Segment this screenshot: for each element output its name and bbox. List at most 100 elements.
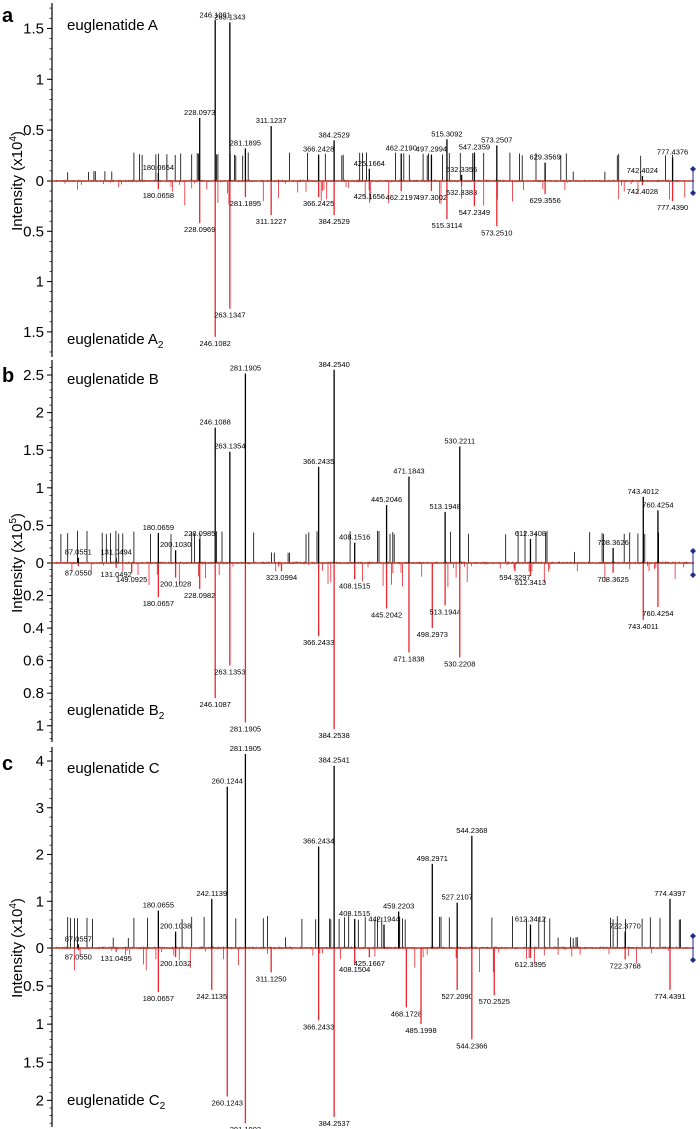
peak-top-label: 471.1843 [393, 467, 424, 476]
peak-top-label: 612.3412 [515, 915, 546, 924]
y-tick-label: 2.5 [23, 367, 44, 384]
peak-top-label: 228.0973 [184, 108, 215, 117]
y-tick-label: 0.5 [23, 223, 44, 240]
peak-top-label: 497.2994 [416, 145, 447, 154]
y-tick-label: 1.5 [23, 20, 44, 37]
peak-bottom-label: 180.0658 [143, 191, 174, 200]
peak-top-label: 462.2190 [386, 144, 417, 153]
peak-top-label: 408.1515 [339, 909, 370, 918]
peak-bottom-label: 462.2197 [386, 193, 417, 202]
peak-top-label: 544.2368 [456, 826, 487, 835]
compound-name-bottom: euglenatide A2 [67, 331, 164, 351]
peak-bottom-label: 468.1728 [391, 1009, 422, 1018]
peak-top-label: 527.2107 [442, 893, 473, 902]
y-tick-label: 0.5 [23, 122, 44, 139]
peak-top-label: 774.4397 [654, 889, 685, 898]
peak-bottom-label: 323.0994 [266, 573, 297, 582]
peak-top-label: 242.1139 [196, 889, 227, 898]
y-tick-label: 1.5 [23, 442, 44, 459]
peak-bottom-label: 87.0550 [65, 952, 92, 961]
peak-bottom-label: 131.0495 [101, 954, 132, 963]
peak-top-label: 425.1664 [354, 159, 385, 168]
peak-bottom-label: 743.4011 [628, 622, 659, 631]
y-tick-label: 3 [36, 800, 44, 817]
peak-top-label: 515.3092 [431, 129, 462, 138]
peak-bottom-label: 544.2366 [456, 1041, 487, 1050]
peak-top-label: 87.0551 [65, 548, 92, 557]
peak-bottom-label: 311.1250 [256, 974, 287, 983]
peak-bottom-label: 708.3625 [597, 575, 628, 584]
peak-top-label: 459.2203 [383, 902, 414, 911]
peak-top-label: 200.1038 [160, 922, 191, 931]
peak-bottom-label: 366.2433 [303, 638, 334, 647]
peak-bottom-label: 200.1032 [160, 959, 191, 968]
peak-top-label: 87.0557 [65, 934, 92, 943]
peak-top-label: 246.1088 [200, 418, 231, 427]
compound-name-base: euglenatide A [67, 331, 158, 348]
peak-top-label: 131.0494 [101, 548, 132, 557]
y-tick-label: 1 [36, 274, 44, 291]
peak-bottom-label: 774.4391 [654, 992, 685, 1001]
peak-top-label: 445.2046 [371, 495, 402, 504]
peak-top-label: 498.2971 [417, 854, 448, 863]
peak-top-label: 180.0654 [143, 163, 174, 172]
peak-bottom-label: 149.0925 [116, 575, 147, 584]
y-axis-title-exponent: 4 [8, 136, 19, 142]
y-axis-title-exponent: 5 [8, 518, 19, 524]
y-axis-title: Intensity (x105) [8, 513, 26, 613]
peak-bottom-label: 777.4390 [657, 203, 688, 212]
y-axis-title-base: Intensity (x10 [9, 909, 26, 998]
y-tick-label: 0.2 [23, 588, 44, 605]
peak-bottom-label: 281.1903 [230, 1125, 261, 1129]
compound-name-base: euglenatide B [67, 702, 159, 719]
peak-top-label: 760.4254 [642, 500, 673, 509]
peak-bottom-label: 471.1838 [393, 655, 424, 664]
precursor-marker-top [690, 933, 696, 939]
compound-name-top: euglenatide A [67, 17, 158, 34]
y-tick-label: 0.5 [23, 517, 44, 534]
peak-top-label: 281.1905 [230, 744, 261, 753]
y-axis-title-close: ) [9, 898, 26, 903]
peak-top-label: 612.3408 [515, 529, 546, 538]
peak-bottom-label: 281.1895 [230, 199, 261, 208]
peak-bottom-label: 573.2510 [481, 228, 512, 237]
precursor-marker-top [690, 548, 696, 554]
peak-bottom-label: 497.3002 [416, 193, 447, 202]
noise-peaks-top [56, 530, 688, 563]
peak-top-label: 246.1081 [200, 10, 231, 19]
peak-top-label: 180.0659 [143, 523, 174, 532]
peak-bottom-label: 281.1905 [230, 724, 261, 733]
y-tick-label: 1.5 [23, 324, 44, 341]
compound-name-top: euglenatide C [67, 760, 160, 777]
peak-bottom-label: 527.2090 [442, 992, 473, 1001]
y-tick-label: 0.5 [23, 978, 44, 995]
y-tick-label: 0 [36, 940, 44, 957]
peak-bottom-label: 445.2042 [371, 611, 402, 620]
y-tick-label: 1 [36, 893, 44, 910]
peak-bottom-label: 87.0550 [65, 568, 92, 577]
peak-bottom-label: 530.2208 [444, 659, 475, 668]
peak-top-label: 366.2435 [303, 457, 334, 466]
peak-top-label: 743.4012 [628, 487, 659, 496]
y-axis-title-close: ) [9, 513, 26, 518]
peak-bottom-label: 498.2973 [417, 630, 448, 639]
compound-name-bottom: euglenatide C2 [67, 1092, 166, 1112]
peak-top-label: 281.1895 [230, 138, 261, 147]
peak-top-label: 547.2359 [459, 143, 490, 152]
peak-top-label: 228.0985 [184, 529, 215, 538]
peak-top-label: 263.1354 [214, 442, 245, 451]
y-tick-label: 2 [36, 847, 44, 864]
peak-top-label: 513.1948 [429, 502, 460, 511]
compound-name-base: euglenatide C [67, 1092, 160, 1109]
peak-top-label: 281.1905 [230, 364, 261, 373]
y-axis-title-base: Intensity (x10 [9, 524, 26, 613]
peak-bottom-label: 311.1227 [256, 217, 287, 226]
peak-bottom-label: 570.2525 [479, 997, 510, 1006]
y-tick-label: 0.4 [23, 620, 44, 637]
peak-top-label: 384.2541 [318, 756, 349, 765]
peak-top-label: 408.1516 [339, 533, 370, 542]
panel-b: b 0 0.5 1 1.5 2 2.5 0.2 0.4 0.6 0.8 1 Intensity (x10… [2, 360, 696, 742]
peak-bottom-label: 228.0982 [184, 591, 215, 600]
compound-name-subscript: 2 [160, 1101, 166, 1112]
